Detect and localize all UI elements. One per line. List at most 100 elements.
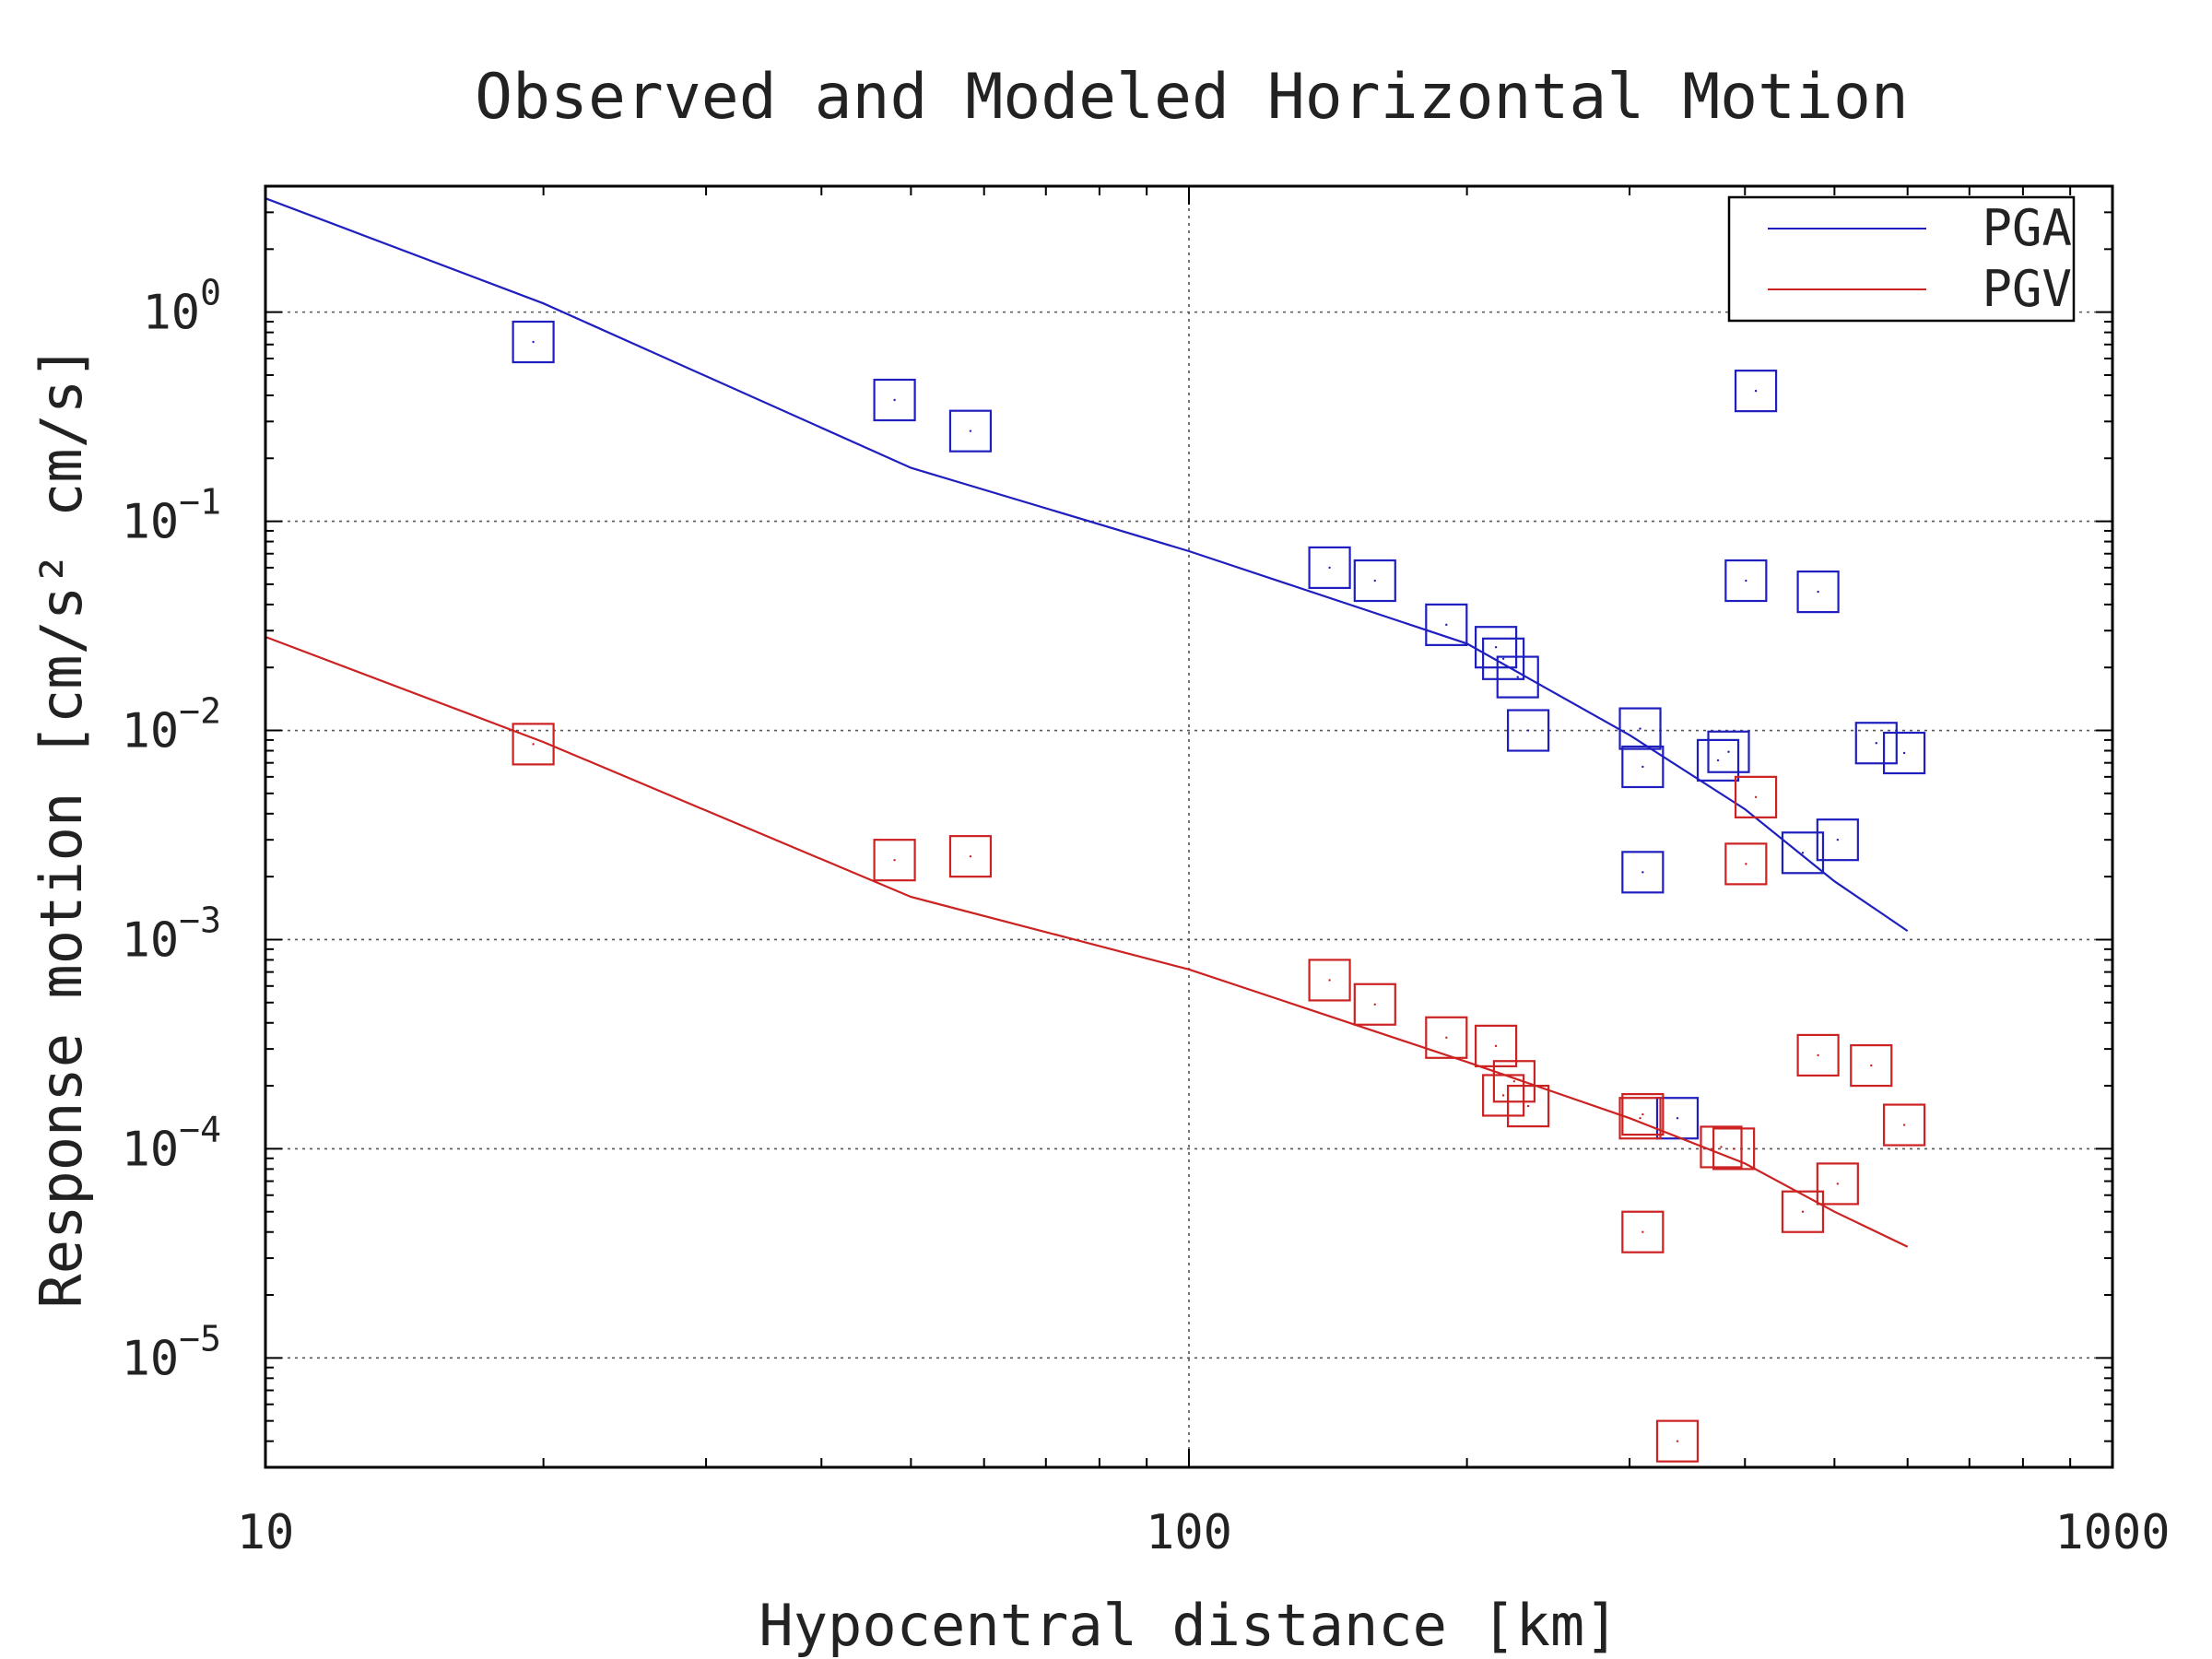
observed-point-center-pga xyxy=(1836,838,1840,841)
observed-point-center-pgv xyxy=(1902,1124,1906,1126)
legend-label-pga: PGA xyxy=(1982,199,2072,257)
observed-point-pga xyxy=(1475,626,1518,669)
observed-point-center-pga xyxy=(1745,579,1747,582)
chart-title: Observed and Modeled Horizontal Motion xyxy=(475,61,1909,134)
observed-point-pga xyxy=(1353,559,1396,603)
observed-point-pgv xyxy=(1621,1092,1665,1136)
observed-point-pgv xyxy=(1475,1024,1518,1067)
observed-point-pgv xyxy=(873,839,916,882)
observed-point-center-pgv xyxy=(1801,1210,1805,1213)
grid xyxy=(265,186,2112,1467)
y-tick-label: 100 xyxy=(142,273,221,341)
observed-point-center-pgv xyxy=(1373,1003,1376,1006)
legend-label-pgv: PGV xyxy=(1982,260,2072,318)
legend-box xyxy=(1727,195,2076,323)
observed-point-pgv xyxy=(1353,982,1396,1026)
observed-point-pgv xyxy=(1850,1043,1893,1088)
observed-point-center-pgv xyxy=(1836,1182,1840,1185)
observed-point-pga xyxy=(1724,559,1768,603)
plot-frame xyxy=(264,184,2114,1469)
observed-point-pgv xyxy=(1816,1162,1859,1206)
observed-point-pgv xyxy=(1712,1127,1756,1171)
observed-point-center-pga xyxy=(969,429,972,432)
observed-point-center-pgv xyxy=(1745,863,1747,865)
observed-point-pgv xyxy=(948,835,993,878)
x-tick-label: 1000 xyxy=(2054,1505,2170,1560)
observed-point-center-pga xyxy=(1641,765,1644,769)
observed-point-pgv xyxy=(1621,1210,1665,1253)
observed-point-pgv xyxy=(1655,1419,1700,1463)
observed-point-center-pgv xyxy=(1732,1147,1735,1150)
observed-point-center-pgv xyxy=(1445,1036,1448,1039)
observed-point-pga xyxy=(1618,707,1662,750)
observed-point-center-pga xyxy=(1817,590,1819,594)
observed-point-pga xyxy=(512,320,555,364)
y-tick-label: 10−3 xyxy=(122,900,221,968)
series-layer xyxy=(265,197,1926,1463)
y-tick-label: 10−1 xyxy=(122,482,221,550)
observed-point-pga xyxy=(1781,831,1825,875)
observed-point-center-pga xyxy=(1494,646,1498,649)
observed-point-center-pgv xyxy=(1641,1112,1644,1116)
observed-point-center-pga xyxy=(1727,750,1730,753)
observed-point-pgv xyxy=(1308,959,1351,1002)
observed-point-center-pgv xyxy=(1501,1094,1505,1097)
observed-point-center-pgv xyxy=(1512,1080,1516,1083)
x-tick-label: 100 xyxy=(1146,1505,1232,1560)
observed-point-center-pgv xyxy=(1754,795,1758,799)
y-tick-label: 10−5 xyxy=(122,1318,221,1386)
observed-point-center-pgv xyxy=(1676,1440,1679,1442)
observed-point-pga xyxy=(873,378,916,422)
observed-point-center-pga xyxy=(1801,852,1805,854)
x-tick-label: 10 xyxy=(237,1505,295,1560)
observed-point-pga xyxy=(1496,655,1539,699)
observed-point-center-pga xyxy=(1875,742,1877,745)
observed-point-center-pgv xyxy=(1641,1230,1644,1233)
observed-point-center-pga xyxy=(1516,676,1519,678)
x-axis-title: Hypocentral distance [km] xyxy=(759,1592,1618,1659)
observed-point-center-pgv xyxy=(1870,1064,1873,1067)
observed-point-pga xyxy=(1482,637,1525,680)
y-tick-label: 10−2 xyxy=(122,691,221,759)
observed-point-pgv xyxy=(1724,842,1768,886)
observed-point-center-pgv xyxy=(532,743,535,746)
x-tick-labels: 10 100 1000 xyxy=(237,1505,2171,1560)
observed-point-pgv xyxy=(1506,1084,1550,1128)
observed-point-pga xyxy=(1308,546,1351,590)
observed-point-center-pgv xyxy=(969,854,972,858)
observed-point-pgv xyxy=(1796,1033,1840,1077)
observed-point-center-pga xyxy=(1501,657,1505,661)
observed-point-center-pgv xyxy=(1639,1117,1641,1120)
observed-point-center-pgv xyxy=(1494,1044,1498,1048)
observed-point-pgv xyxy=(1700,1125,1743,1169)
observed-point-pgv xyxy=(1482,1074,1525,1117)
y-tick-label: 10−4 xyxy=(122,1109,221,1177)
observed-point-pga xyxy=(1655,1097,1700,1140)
observed-point-pga xyxy=(948,409,993,453)
observed-point-pga xyxy=(1734,370,1778,413)
observed-point-center-pgv xyxy=(893,858,896,862)
series-pgv xyxy=(265,635,1926,1463)
observed-point-pga xyxy=(1882,731,1926,775)
observed-point-pga xyxy=(1621,745,1665,789)
observed-point-center-pga xyxy=(1445,623,1448,627)
observed-point-pgv xyxy=(1734,775,1778,818)
observed-point-pgv xyxy=(1425,1016,1468,1059)
observed-point-center-pga xyxy=(1754,389,1758,393)
y-tick-labels: 100 10−1 10−2 10−3 10−4 10−5 xyxy=(122,273,221,1387)
observed-point-pgv xyxy=(1781,1190,1825,1233)
series-pga xyxy=(265,197,1926,1140)
observed-point-center-pga xyxy=(893,398,896,402)
observed-point-center-pga xyxy=(1676,1117,1679,1120)
observed-point-pgv xyxy=(1618,1097,1662,1140)
legend: PGA PGV xyxy=(1727,195,2076,323)
observed-point-pga xyxy=(1425,603,1468,646)
observed-point-center-pgv xyxy=(1328,979,1331,982)
observed-point-pga xyxy=(1696,738,1740,782)
observed-point-center-pgv xyxy=(1817,1053,1819,1057)
observed-point-center-pgv xyxy=(1720,1146,1723,1148)
observed-point-center-pga xyxy=(1639,727,1641,730)
observed-point-pgv xyxy=(512,723,555,766)
observed-point-pgv xyxy=(1882,1103,1926,1147)
